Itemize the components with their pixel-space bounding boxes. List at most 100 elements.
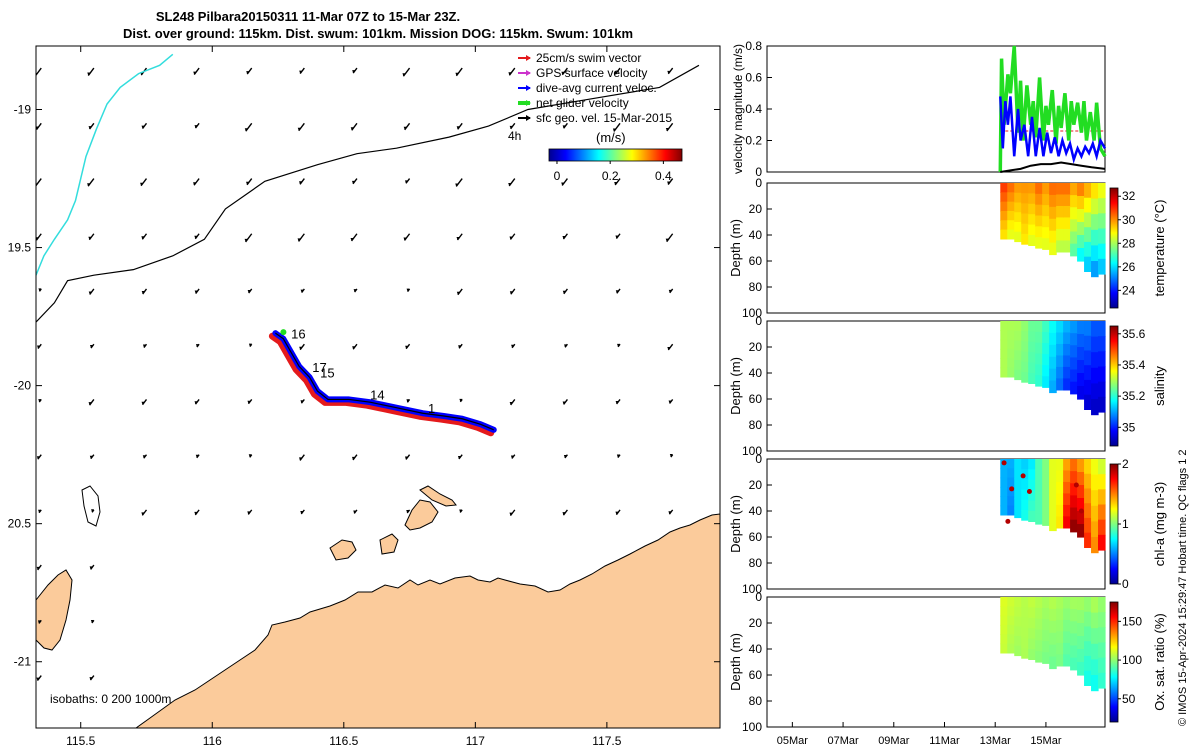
heatmap-cell bbox=[1049, 597, 1057, 610]
heatmap-cell bbox=[1000, 321, 1008, 331]
heatmap-cell bbox=[1077, 623, 1085, 637]
heatmap-cell bbox=[1042, 183, 1050, 195]
velocity-arrow-head bbox=[194, 235, 198, 239]
heatmap-cell bbox=[1056, 642, 1064, 656]
velocity-arrow-head bbox=[300, 289, 304, 293]
depth-tick-label: 60 bbox=[749, 392, 763, 406]
velocity-arrow-head bbox=[509, 401, 513, 405]
heatmap-cell bbox=[1021, 321, 1029, 332]
velocity-arrow-head bbox=[352, 70, 356, 74]
map-frame bbox=[35, 45, 721, 729]
heatmap-cell bbox=[1056, 194, 1064, 207]
velocity-arrow-head bbox=[37, 620, 41, 624]
heatmap-cell bbox=[1042, 492, 1050, 504]
heatmap-cell bbox=[1056, 378, 1064, 391]
velocity-arrow-head bbox=[141, 125, 145, 129]
track-day-label: 1 bbox=[428, 401, 435, 416]
velocity-arrow-head bbox=[36, 456, 40, 460]
heatmap-cell bbox=[1091, 521, 1099, 538]
velocity-arrow-head bbox=[194, 125, 198, 129]
depth-tick-label: 40 bbox=[749, 228, 763, 242]
velocity-arrow bbox=[142, 288, 148, 295]
heatmap-cell bbox=[1042, 503, 1050, 515]
map-y-tick-label: -20 bbox=[14, 379, 32, 393]
velocity-arrow-head bbox=[194, 401, 198, 405]
velocity-colorbar-ticks: 0 0.2 0.4 bbox=[554, 161, 672, 183]
velocity-arrow-head bbox=[194, 511, 198, 515]
heatmap-cell bbox=[1091, 367, 1099, 384]
velocity-arrow bbox=[561, 67, 568, 76]
velocity-arrow-head bbox=[297, 127, 301, 131]
heatmap-cell bbox=[1084, 394, 1092, 410]
heatmap-cell bbox=[1000, 468, 1008, 479]
colorbar-label: salinity bbox=[1152, 366, 1167, 406]
velocity-arrow-head bbox=[91, 509, 95, 513]
heatmap-cell bbox=[1014, 468, 1022, 480]
velocity-arrow bbox=[194, 399, 200, 405]
velocity-arrow-head bbox=[614, 71, 618, 75]
heatmap-cell bbox=[1007, 597, 1015, 607]
heatmap-cell bbox=[1035, 640, 1043, 652]
velocity-arrow bbox=[405, 178, 411, 184]
heatmap-cell bbox=[1063, 228, 1071, 242]
heatmap-cell bbox=[1077, 373, 1085, 387]
heatmap-cell bbox=[1063, 217, 1071, 230]
velocity-arrow-head bbox=[89, 455, 93, 459]
velocity-arrow-head bbox=[457, 455, 461, 459]
velocity-arrow-head bbox=[37, 345, 41, 349]
velocity-colorbar bbox=[548, 148, 683, 162]
heatmap-cell bbox=[1035, 651, 1043, 663]
heatmap-cell bbox=[1049, 518, 1057, 532]
heatmap-cell bbox=[1070, 633, 1078, 647]
heatmap-cell bbox=[1000, 486, 1008, 497]
heatmap-cell bbox=[1000, 339, 1008, 350]
velocity-arrow-head bbox=[247, 400, 251, 404]
heatmap-cell bbox=[1007, 606, 1015, 617]
heatmap-cell bbox=[1035, 459, 1043, 471]
heatmap-cells bbox=[1000, 321, 1106, 416]
velocity-arrow-head bbox=[402, 73, 406, 77]
heatmap-cell bbox=[1070, 243, 1078, 257]
velocity-arrow-head bbox=[88, 126, 92, 130]
velocity-arrow-head bbox=[617, 343, 621, 347]
velocity-arrow bbox=[352, 178, 358, 185]
velocity-arrow-head bbox=[456, 291, 460, 295]
heatmap-cell bbox=[1077, 649, 1085, 663]
velocity-arrow bbox=[299, 67, 305, 75]
velocity-arrow-head bbox=[244, 128, 248, 132]
heatmap-cell bbox=[1056, 470, 1064, 483]
heatmap-cell bbox=[1098, 627, 1106, 644]
map-x-axis: 115.5 116 116.5 117 117.5 bbox=[66, 46, 622, 748]
velocity-arrow-head bbox=[612, 128, 616, 132]
heatmap-cell bbox=[1042, 343, 1050, 355]
legend-arrow bbox=[526, 70, 531, 76]
velocity-arrow-head bbox=[350, 237, 354, 241]
heatmap-cell bbox=[1056, 619, 1064, 633]
legend-arrow bbox=[526, 100, 531, 106]
heatmap-cell bbox=[1028, 638, 1036, 650]
heatmap-cell bbox=[1014, 606, 1022, 618]
colorbar-tick-label: 1 bbox=[1122, 517, 1129, 531]
heatmap-cell bbox=[1063, 481, 1071, 495]
heatmap-cell bbox=[1007, 201, 1015, 212]
heatmap-cell bbox=[1014, 478, 1022, 489]
heatmap-cell bbox=[1063, 183, 1071, 196]
heatmap-cell bbox=[1021, 499, 1029, 511]
heatmap-cell bbox=[1000, 496, 1008, 507]
heatmap-cell bbox=[1028, 214, 1036, 226]
heatmap-cell bbox=[1070, 333, 1078, 346]
heatmap-cell bbox=[1056, 481, 1064, 495]
legend-item-label: 25cm/s swim vector bbox=[536, 51, 641, 65]
heatmap-cell bbox=[1063, 205, 1071, 219]
velocity-arrow bbox=[615, 509, 621, 516]
heatmap-cell bbox=[1049, 482, 1057, 496]
velocity-arrow bbox=[38, 619, 42, 624]
velocity-arrow-head bbox=[36, 566, 40, 570]
velocity-arrow bbox=[617, 343, 621, 348]
map-y-tick-label: -21 bbox=[14, 655, 32, 669]
heatmap-cell bbox=[1021, 223, 1029, 235]
heatmap-cell bbox=[1007, 321, 1015, 331]
heatmap-cell bbox=[1091, 659, 1099, 676]
heatmap-cell bbox=[1070, 231, 1078, 245]
heatmap-cell bbox=[1084, 517, 1092, 534]
